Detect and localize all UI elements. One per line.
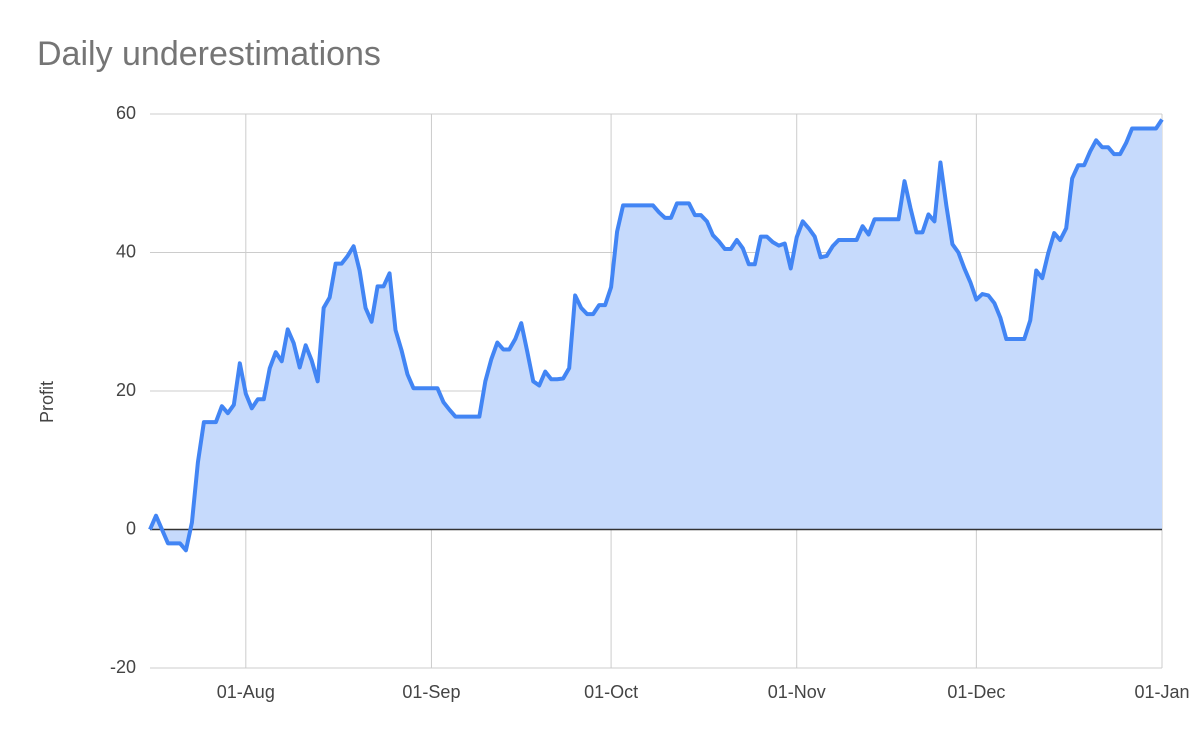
y-tick-label: 40	[116, 241, 136, 261]
y-tick-label: 0	[126, 518, 136, 538]
x-tick-label: 01-Sep	[402, 682, 460, 702]
line	[148, 118, 1164, 553]
x-tick-label: 01-Aug	[217, 682, 275, 702]
y-tick-label: 20	[116, 380, 136, 400]
area	[150, 119, 1162, 551]
x-tick-label: 01-Dec	[947, 682, 1005, 702]
y-tick-label: 60	[116, 103, 136, 123]
chart-title: Daily underestimations	[37, 35, 381, 73]
y-tick-label: -20	[110, 657, 136, 677]
x-tick-label: 01-Oct	[584, 682, 638, 702]
y-axis-label: Profit	[37, 381, 57, 423]
x-tick-label: 01-Jan	[1134, 682, 1189, 702]
x-tick-label: 01-Nov	[768, 682, 826, 702]
